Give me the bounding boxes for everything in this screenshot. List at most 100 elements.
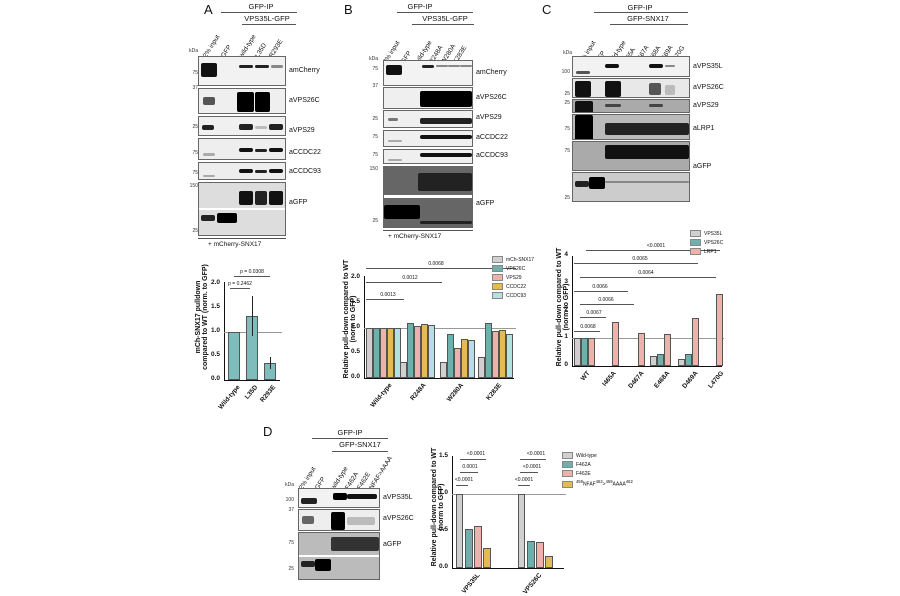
blot-ccdc22	[198, 138, 286, 160]
y-tick: 4	[564, 251, 568, 258]
antibody-label: aVPS35L	[383, 494, 413, 501]
kda-marker: 37	[192, 85, 198, 91]
bar	[478, 357, 485, 378]
panel-letter-d: D	[263, 424, 273, 439]
gfp-ip-header: GFP-IP	[627, 3, 653, 12]
kda-marker: 25	[564, 91, 570, 97]
bar	[373, 328, 380, 378]
x-tick: Wild-type	[369, 382, 394, 409]
y-tick: 1.0	[210, 327, 220, 334]
legend-label: VPS26C	[704, 239, 724, 246]
x-tick: L35D	[243, 384, 260, 401]
y-axis-label: Relative pull-down compared to WT (norm …	[343, 249, 357, 389]
bar	[638, 333, 645, 366]
construct-header: GFP-SNX17	[339, 440, 381, 449]
bar	[387, 328, 394, 378]
kda-marker: 25	[372, 218, 378, 224]
panel-letter-a: A	[204, 2, 213, 17]
legend-label: F462E	[576, 470, 591, 477]
x-axis	[452, 568, 564, 569]
panel-letter-b: B	[344, 2, 353, 17]
construct-header: GFP-SNX17	[627, 14, 669, 23]
bar	[527, 541, 535, 568]
legend-label: VPS35L	[704, 230, 723, 237]
reference-line	[572, 338, 724, 339]
x-tick: R293E	[259, 384, 278, 404]
blot-mcherry	[383, 60, 473, 86]
gfp-ip-header: GFP-IP	[248, 2, 274, 11]
blot-vps26c	[383, 87, 473, 109]
construct-header: VPS35L-GFP	[422, 14, 468, 23]
kda-marker: 37	[288, 507, 294, 513]
kda-marker: 150	[189, 183, 198, 189]
legend-item-nfaf: 459NFAF462>459AAAA462	[562, 479, 633, 488]
blot-ccdc93	[383, 149, 473, 164]
y-axis-label-line: (norm to GFP)	[350, 295, 357, 343]
blot-gfp	[298, 532, 380, 580]
x-tick: W280A	[446, 382, 466, 404]
bar	[414, 326, 421, 378]
kda-marker: 37	[372, 83, 378, 89]
antibody-label: aGFP	[693, 163, 712, 170]
bar	[536, 542, 544, 568]
kda-marker: 25	[564, 195, 570, 201]
sig-bracket	[520, 472, 538, 473]
sig-bracket	[456, 485, 468, 486]
y-axis-label-line: mCh-SNX17 pulldown	[195, 280, 202, 354]
sig-bracket	[460, 459, 486, 460]
blot-lrp1	[572, 114, 690, 140]
y-tick: 1.5	[438, 452, 448, 459]
antibody-label: amCherry	[289, 67, 320, 74]
sig-label: <0.0001	[522, 464, 542, 470]
kda-marker: 75	[372, 134, 378, 140]
footnote: + mCherry-SNX17	[388, 233, 442, 240]
sig-label: p = 0.0308	[240, 269, 264, 275]
y-tick: 0.0	[350, 373, 360, 380]
x-tick: VPS35L	[460, 572, 482, 596]
bar	[657, 354, 664, 366]
gfp-ip-bracket	[312, 438, 388, 439]
footnote: + mCherry-SNX17	[208, 241, 262, 248]
bar	[483, 548, 491, 568]
y-tick: 0.5	[350, 348, 360, 355]
legend-label: VPS29	[506, 274, 522, 281]
sig-bracket	[366, 299, 404, 300]
bar	[506, 334, 513, 378]
antibody-label: aGFP	[383, 541, 402, 548]
sig-label: 0.0012	[402, 275, 418, 281]
x-axis	[364, 378, 514, 379]
legend-label: >	[602, 481, 606, 488]
bar	[716, 294, 723, 366]
y-tick: 1.0	[438, 489, 448, 496]
gfp-ip-bracket	[594, 12, 688, 13]
sig-bracket	[234, 276, 270, 277]
bar	[574, 338, 581, 366]
kda-marker: 25	[192, 124, 198, 130]
y-tick: 2.0	[350, 273, 360, 280]
legend-label: F462A	[576, 461, 591, 468]
antibody-label: aCCDC93	[289, 168, 321, 175]
x-tick: WT	[579, 370, 592, 383]
blot-vps26c	[298, 509, 380, 531]
legend-label: Wild-type	[576, 452, 597, 459]
bar-wild-type	[228, 332, 240, 380]
x-tick: VPS26C	[521, 572, 544, 596]
bar	[692, 318, 699, 366]
bar	[492, 331, 499, 378]
sig-bracket	[366, 268, 516, 269]
bar	[394, 328, 401, 378]
sig-label: 0.0067	[586, 310, 602, 316]
kda-marker: 25	[564, 100, 570, 106]
blot-vps35l	[298, 488, 380, 508]
sig-label: 0.0068	[428, 261, 444, 267]
x-tick: L470G	[707, 370, 726, 390]
bar	[612, 322, 619, 366]
bar	[474, 526, 482, 568]
antibody-label: aVPS29	[289, 127, 315, 134]
legend-label: CCDC93	[506, 292, 527, 299]
y-tick: 2.0	[210, 279, 220, 286]
kda-marker: 100	[285, 497, 294, 503]
antibody-label: aCCDC93	[476, 152, 508, 159]
sig-label: 0.0013	[380, 292, 396, 298]
error-bar	[251, 296, 253, 336]
